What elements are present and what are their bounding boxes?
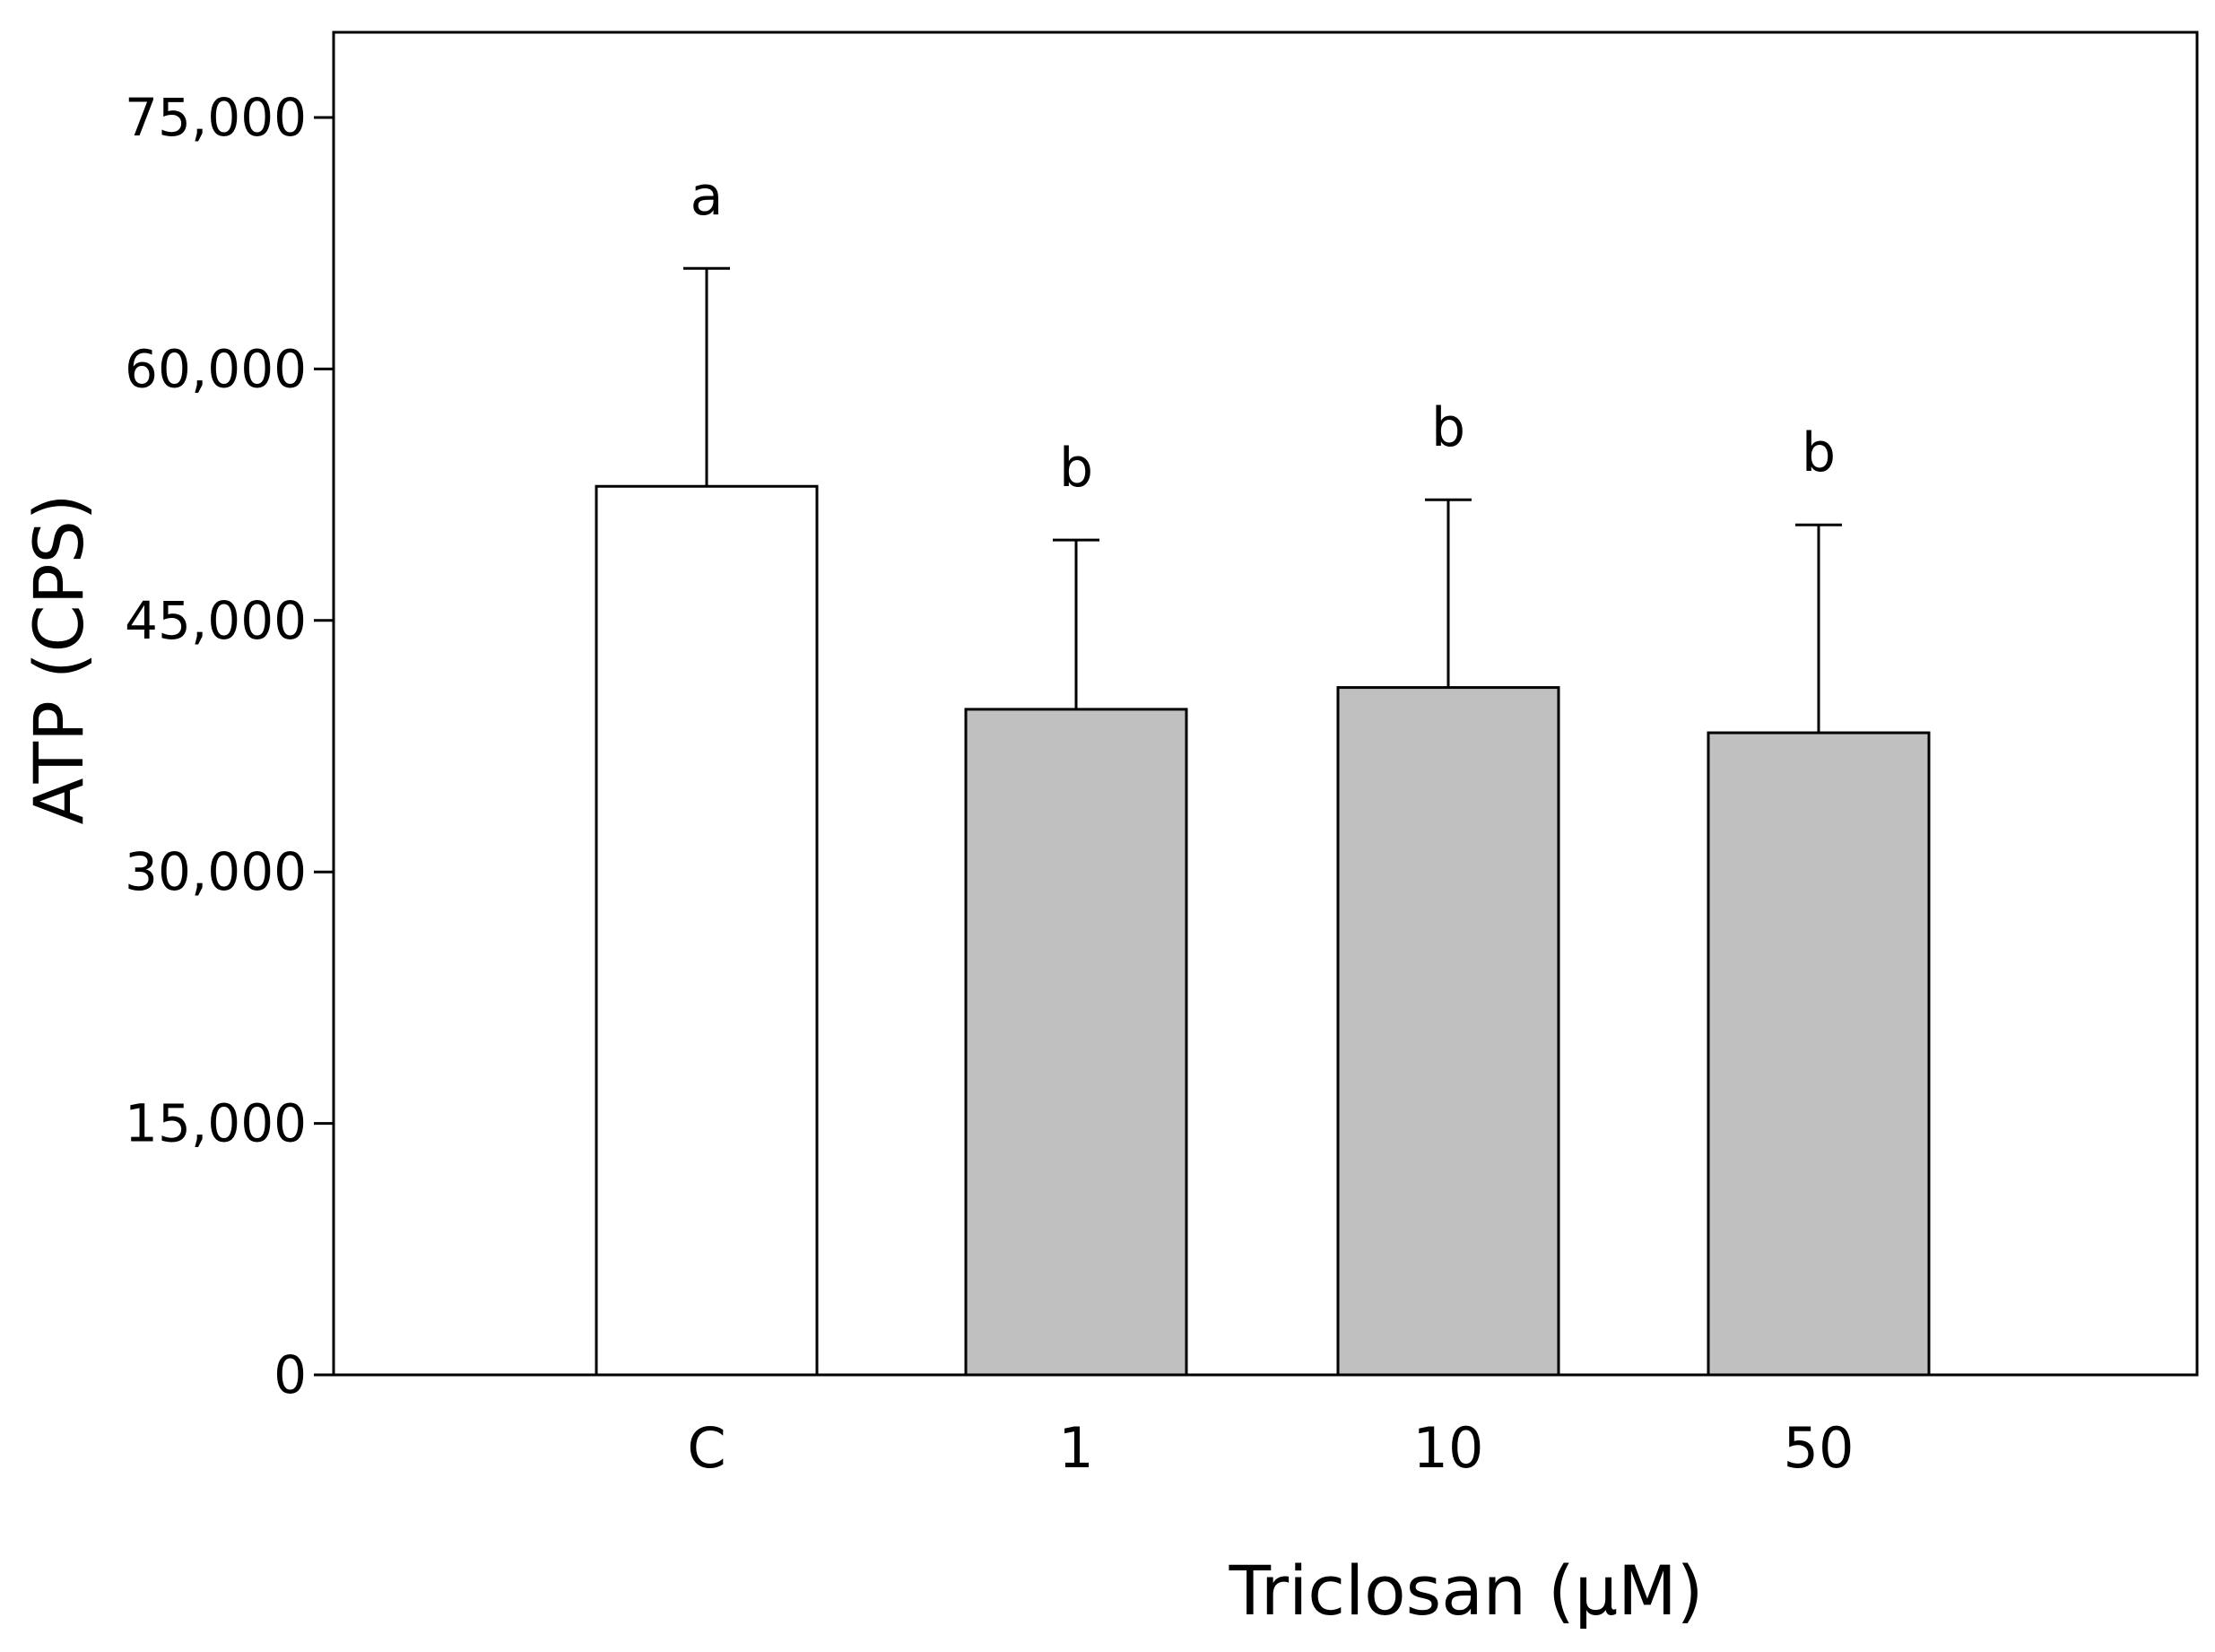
bar-C [595, 484, 819, 1377]
significance-letter-10: b [1431, 396, 1465, 459]
y-tick-label: 75,000 [125, 87, 307, 148]
y-axis-title: ATP (CPS) [19, 494, 99, 825]
x-axis: C 1 10 50 [687, 1415, 1854, 1481]
y-tick-label: 15,000 [125, 1093, 307, 1154]
bar-series: a b b b [595, 165, 1931, 1377]
x-tick-label-50: 50 [1784, 1415, 1855, 1481]
significance-letter-50: b [1802, 422, 1836, 484]
y-tick-label: 45,000 [125, 590, 307, 651]
significance-letter-C: a [691, 165, 724, 228]
plot-frame [332, 30, 2199, 1377]
y-tick-label: 30,000 [125, 841, 307, 902]
significance-letter-1: b [1059, 437, 1093, 500]
x-axis-title: Triclosan (μM) [1229, 1551, 1704, 1630]
y-tick-label: 0 [274, 1344, 307, 1405]
x-tick-label-1: 1 [1058, 1415, 1093, 1481]
bar-10 [1336, 686, 1560, 1377]
x-tick-label-C: C [687, 1415, 725, 1481]
bar-50 [1707, 731, 1931, 1377]
y-axis: 0 15,000 30,000 45,000 60,000 75,000 [125, 87, 334, 1405]
y-tick-label: 60,000 [125, 338, 307, 399]
bar-1 [964, 708, 1188, 1377]
x-tick-label-10: 10 [1413, 1415, 1484, 1481]
